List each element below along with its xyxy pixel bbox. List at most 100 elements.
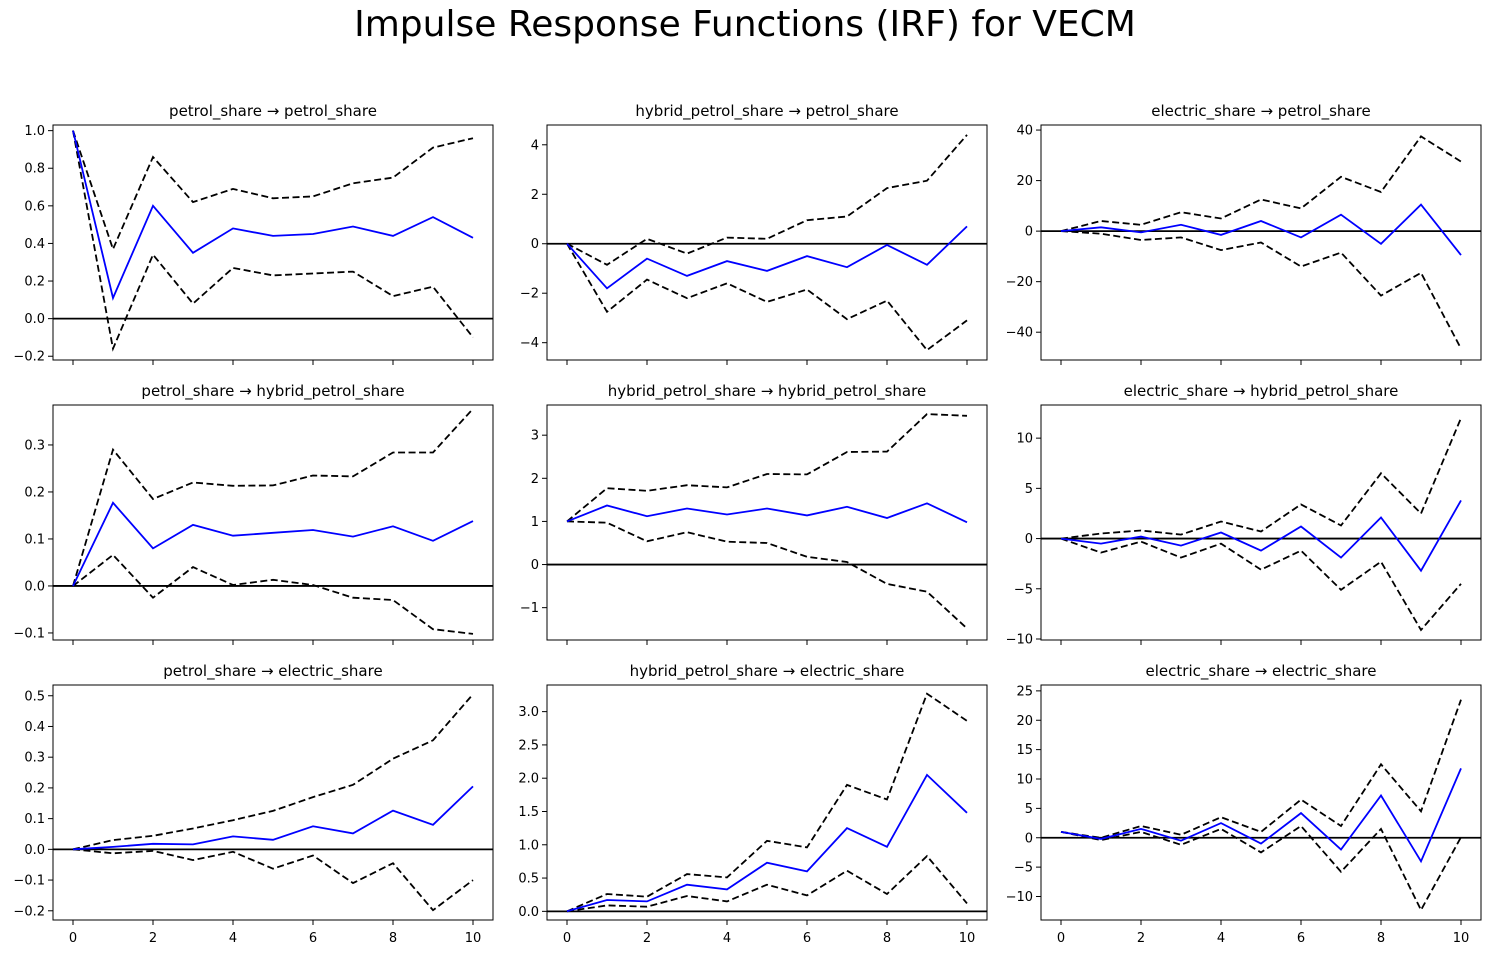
lower-band-line <box>566 243 968 352</box>
x-tick-label: 0 <box>1057 931 1065 946</box>
x-tick-label: 6 <box>309 931 317 946</box>
x-tick-label: 8 <box>389 931 397 946</box>
y-tick-label: 0.4 <box>24 237 45 252</box>
figure-title: Impulse Response Functions (IRF) for VEC… <box>354 4 1136 45</box>
y-tick-label: 0 <box>531 237 539 252</box>
subplot-title: hybrid_petrol_share → hybrid_petrol_shar… <box>608 382 926 401</box>
subplot-title: electric_share → petrol_share <box>1151 102 1370 121</box>
axes-frame <box>546 404 988 641</box>
x-tick-label: 2 <box>149 931 157 946</box>
subplot-title: hybrid_petrol_share → petrol_share <box>635 102 898 121</box>
irf-subplot: hybrid_petrol_share → hybrid_petrol_shar… <box>520 382 988 645</box>
irf-subplot: electric_share → petrol_share −40 −20 0 20 40 <box>1006 102 1482 365</box>
y-tick-label: 0.6 <box>24 199 45 214</box>
y-tick-label: 4 <box>531 138 539 153</box>
axes-frame <box>546 124 988 361</box>
lower-band-line <box>1060 537 1462 632</box>
y-tick-label: 15 <box>1016 743 1033 758</box>
upper-band-line <box>1060 417 1462 540</box>
x-tick-label: 6 <box>1297 931 1305 946</box>
y-tick-label: −0.1 <box>13 874 45 889</box>
y-tick-label: −40 <box>1006 326 1033 341</box>
irf-subplot: electric_share → electric_share −10 −5 0 5 10… <box>1006 662 1482 946</box>
irf-subplot: electric_share → hybrid_petrol_share −10 −… <box>1006 382 1482 647</box>
irf-line <box>1060 768 1462 864</box>
irf-subplot: petrol_share → petrol_share −0.2 0.0 0.2 0.4… <box>13 102 494 365</box>
upper-band-line <box>566 413 968 523</box>
axes-frame <box>1040 684 1482 921</box>
y-tick-label: 5 <box>1025 482 1033 497</box>
axes-frame <box>1040 124 1482 361</box>
y-tick-label: 0 <box>531 558 539 573</box>
y-tick-label: 0.0 <box>24 312 45 327</box>
y-tick-label: 10 <box>1016 432 1033 447</box>
lower-band-line <box>566 520 968 630</box>
lower-band-line <box>566 854 968 913</box>
y-tick-label: 10 <box>1016 773 1033 788</box>
lower-band-line <box>1060 230 1462 350</box>
x-tick-label: 2 <box>643 931 651 946</box>
y-tick-label: 2 <box>531 472 539 487</box>
y-tick-label: −10 <box>1006 632 1033 647</box>
y-tick-label: 0 <box>1025 225 1033 240</box>
lower-band-line <box>72 848 474 912</box>
y-tick-label: 0 <box>1025 831 1033 846</box>
y-tick-label: −1 <box>520 601 539 616</box>
axes-frame <box>52 684 494 921</box>
y-tick-label: 25 <box>1016 684 1033 699</box>
upper-band-line <box>566 134 968 266</box>
irf-subplot: petrol_share → hybrid_petrol_share −0.1 0.… <box>13 382 494 645</box>
subplot-title: petrol_share → petrol_share <box>169 102 377 121</box>
y-tick-label: 0.2 <box>24 275 45 290</box>
irf-line <box>566 502 968 524</box>
y-tick-label: 1.5 <box>518 805 539 820</box>
y-tick-label: 0.0 <box>24 579 45 594</box>
upper-band-line <box>72 693 474 851</box>
x-tick-label: 4 <box>723 931 731 946</box>
y-tick-label: 2 <box>531 188 539 203</box>
y-tick-label: 0.2 <box>24 781 45 796</box>
y-tick-label: 0.4 <box>24 720 45 735</box>
subplot-title: electric_share → hybrid_petrol_share <box>1124 382 1399 401</box>
x-tick-label: 10 <box>465 931 482 946</box>
x-tick-label: 8 <box>1377 931 1385 946</box>
y-tick-label: 2.5 <box>518 738 539 753</box>
y-tick-label: −0.1 <box>13 626 45 641</box>
x-tick-label: 10 <box>959 931 976 946</box>
y-tick-label: 0.1 <box>24 532 45 547</box>
x-tick-label: 10 <box>1453 931 1470 946</box>
y-tick-label: 0.0 <box>24 843 45 858</box>
y-tick-label: 3 <box>531 429 539 444</box>
lower-band-line <box>72 553 474 635</box>
upper-band-line <box>1060 699 1462 839</box>
lower-band-line <box>72 130 474 352</box>
y-tick-label: 0.3 <box>24 438 45 453</box>
y-tick-label: −0.2 <box>13 350 45 365</box>
y-tick-label: 3.0 <box>518 705 539 720</box>
y-tick-label: 40 <box>1016 124 1033 139</box>
y-tick-label: 0.1 <box>24 812 45 827</box>
x-tick-label: 8 <box>883 931 891 946</box>
y-tick-label: −0.2 <box>13 904 45 919</box>
irf-line <box>72 785 474 851</box>
y-tick-label: −10 <box>1006 890 1033 905</box>
x-tick-label: 4 <box>1217 931 1225 946</box>
y-tick-label: 0.0 <box>518 905 539 920</box>
upper-band-line <box>566 692 968 913</box>
y-tick-label: 1.0 <box>518 838 539 853</box>
upper-band-line <box>1060 135 1462 232</box>
upper-band-line <box>72 130 474 252</box>
x-tick-label: 2 <box>1137 931 1145 946</box>
y-tick-label: −4 <box>520 336 539 351</box>
y-tick-label: −20 <box>1006 275 1033 290</box>
subplot-title: petrol_share → hybrid_petrol_share <box>141 382 404 401</box>
y-tick-label: −5 <box>1014 582 1033 597</box>
y-tick-label: 0 <box>1025 532 1033 547</box>
y-tick-label: 0.2 <box>24 485 45 500</box>
upper-band-line <box>72 408 474 587</box>
irf-subplot: hybrid_petrol_share → electric_share 0.0 0… <box>518 662 988 946</box>
y-tick-label: 5 <box>1025 802 1033 817</box>
irf-subplot: hybrid_petrol_share → petrol_share −4 −2 0 2… <box>520 102 988 365</box>
subplot-title: electric_share → electric_share <box>1146 662 1377 681</box>
irf-line <box>1060 203 1462 256</box>
